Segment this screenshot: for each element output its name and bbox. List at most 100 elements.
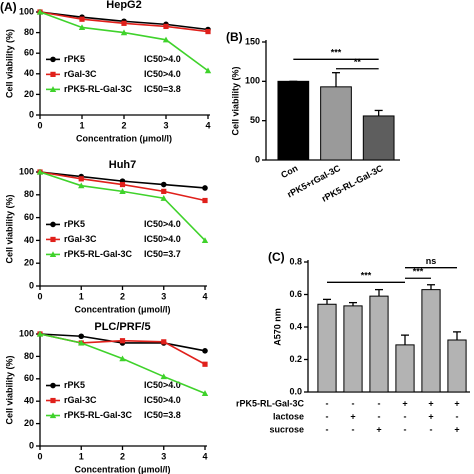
point (49, 251, 57, 258)
legend-label: rPK5 (64, 54, 85, 64)
legend-label: rPK5-RL-Gal-3C (64, 84, 133, 94)
point (201, 390, 209, 396)
y-tick-label: 0 (29, 440, 34, 450)
table-sign: + (376, 424, 381, 434)
y-axis-label: Cell viability (%) (4, 29, 14, 98)
point (50, 71, 56, 77)
y-tick-label: 80 (24, 189, 34, 199)
y-tick-label: 0 (29, 109, 34, 119)
table-sign: + (454, 398, 459, 408)
significance-label: *** (361, 271, 372, 281)
legend-ic50: IC50>4.0 (144, 380, 181, 390)
point (50, 56, 56, 63)
y-tick-label: 150 (245, 36, 260, 46)
y-axis-label: Cell viability (%) (4, 355, 14, 424)
y-tick-label: 20 (24, 89, 34, 99)
table-sign: - (456, 411, 459, 421)
bar (320, 86, 352, 161)
legend-ic50: IC50=3.7 (144, 249, 181, 259)
point (119, 188, 126, 194)
chart-title: Huh7 (109, 159, 137, 171)
chart-title: HepG2 (106, 0, 141, 11)
legend-ic50: IC50>4.0 (144, 395, 181, 405)
point (36, 330, 44, 337)
x-tick-label: 4 (205, 120, 210, 130)
bar (369, 295, 389, 393)
y-axis-label: Cell viability (%) (4, 194, 14, 263)
table-sign: - (378, 411, 381, 421)
point (202, 197, 208, 204)
point (50, 382, 56, 389)
table-sign: + (402, 398, 407, 408)
panel-label: (C) (268, 250, 285, 264)
point (120, 29, 128, 36)
y-tick-label: 100 (245, 76, 260, 86)
y-tick-label: 60 (24, 212, 34, 222)
y-tick-label: 0 (29, 280, 34, 290)
point (121, 20, 127, 26)
x-tick-label: 3 (163, 120, 168, 130)
y-axis-label: Cell viability (%) (230, 66, 240, 135)
bar (421, 289, 441, 393)
x-tick-label: 1 (79, 451, 84, 461)
bar (395, 344, 415, 393)
x-tick-label: 0 (37, 291, 42, 301)
y-tick-label: 80 (24, 351, 34, 361)
point (201, 237, 209, 243)
y-tick-label: 20 (24, 258, 34, 268)
bar (343, 305, 363, 393)
table-sign: - (352, 424, 355, 434)
y-tick-label: 60 (24, 48, 34, 58)
table-row-label: lactose (273, 411, 304, 421)
x-tick-label: 2 (121, 120, 126, 130)
x-tick-label: 1 (79, 120, 84, 130)
point (160, 181, 167, 188)
table-sign: - (430, 424, 433, 434)
x-tick-label: 2 (120, 451, 125, 461)
legend-ic50: IC50>4.0 (144, 54, 181, 64)
significance-label: ns (426, 256, 437, 266)
y-tick-label: 100 (19, 166, 34, 176)
y-tick-label: 0.2 (289, 354, 302, 364)
point (119, 355, 126, 362)
legend-label: rPK5-RL-Gal-3C (64, 410, 133, 420)
y-tick-label: 100 (19, 328, 34, 338)
significance-label: ** (354, 57, 362, 67)
table-sign: + (454, 424, 459, 434)
legend-ic50: IC50>4.0 (144, 69, 181, 79)
x-tick-label: 0 (37, 451, 42, 461)
legend-label: rGal-3C (64, 395, 97, 405)
y-tick-label: 40 (24, 235, 34, 245)
significance-label: *** (331, 48, 342, 58)
panel-label: (B) (226, 30, 243, 44)
chart-title: PLC/PRF/5 (94, 321, 150, 333)
x-tick-label: 4 (202, 451, 207, 461)
point (78, 176, 84, 182)
bar (277, 80, 310, 161)
y-tick-label: 0.8 (289, 256, 302, 266)
panel-label: (A) (0, 0, 17, 14)
x-tick-label: 1 (79, 291, 84, 301)
y-tick-label: 80 (24, 27, 34, 37)
x-tick-label: 0 (37, 120, 42, 130)
table-sign: + (350, 411, 355, 421)
significance-label: *** (413, 267, 424, 277)
point (50, 236, 56, 243)
legend-ic50: IC50=3.8 (144, 410, 181, 420)
x-axis-label: Concentration (μmol/l) (74, 464, 170, 474)
point (162, 36, 170, 43)
table-sign: - (378, 398, 381, 408)
y-tick-label: 100 (19, 6, 34, 16)
point (202, 185, 208, 191)
y-tick-label: 0.4 (289, 321, 302, 331)
y-tick-label: 40 (24, 68, 34, 78)
legend-ic50: IC50>4.0 (144, 219, 181, 229)
table-sign: - (326, 411, 329, 421)
point (160, 195, 167, 201)
point (49, 86, 57, 92)
x-tick-label: Con (279, 163, 299, 180)
point (49, 412, 57, 419)
point (78, 333, 85, 340)
point (50, 221, 56, 228)
